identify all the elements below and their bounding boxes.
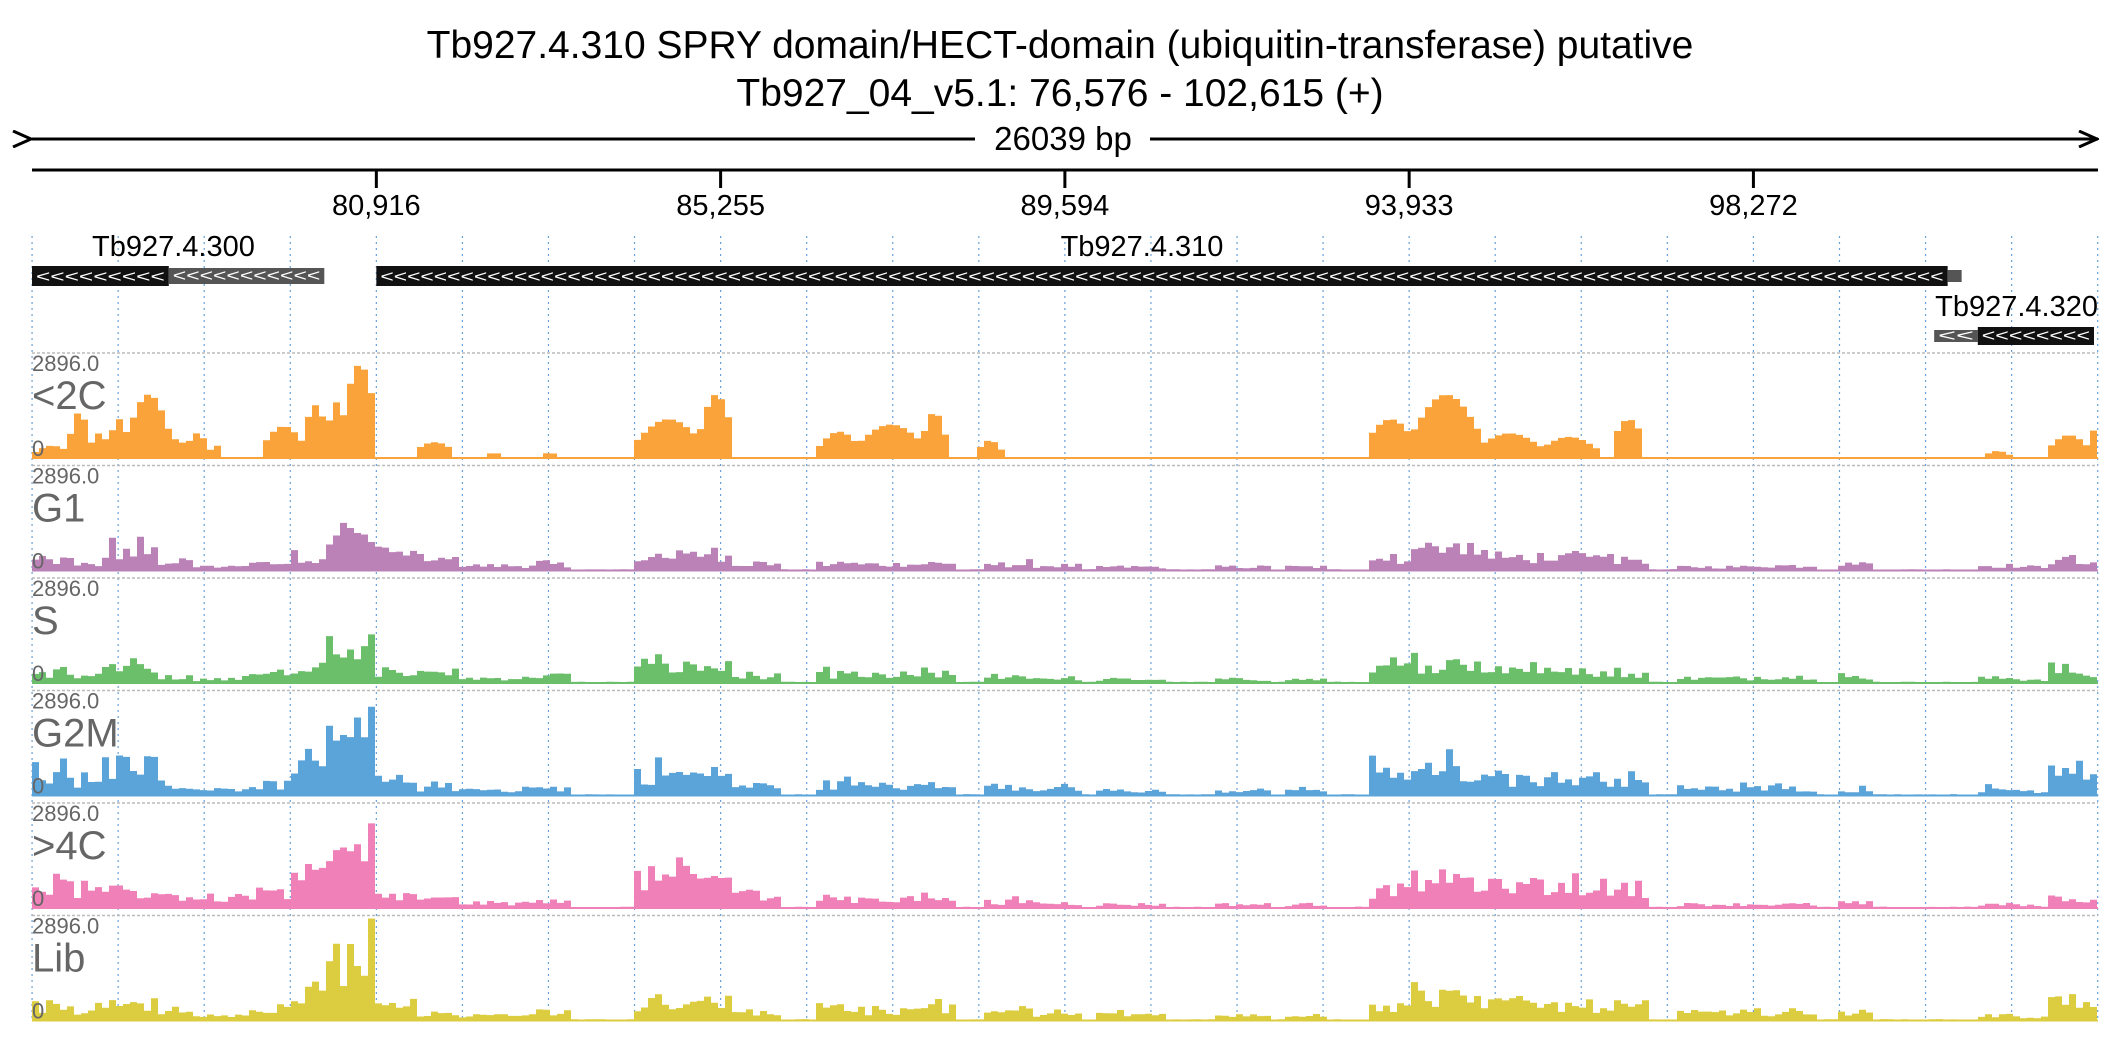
- track-ymax-label: 2896.0: [32, 576, 99, 601]
- gene-utr: [1947, 270, 1962, 282]
- coverage-area: [32, 823, 2097, 908]
- strand-arrows: <<<<<<<<<<<<<<<<<<<<<<<<<<<<<<<<<<<<<<<<…: [380, 267, 1943, 286]
- gene-label: Tb927.4.320: [1935, 291, 2098, 323]
- gene-Tb927.4.320[interactable]: << <<<<<<<<Tb927.4.320: [1934, 291, 2098, 345]
- gene-cds: [1977, 327, 2094, 345]
- track-ymin-label: 0: [32, 549, 44, 574]
- gene-cds: [32, 266, 169, 286]
- gene-utr: [168, 268, 325, 284]
- strand-arrows: <<<<<<<<: [1982, 326, 2090, 345]
- coverage-track-G1: 2896.0G1 0: [32, 464, 2098, 574]
- track-name: <2C: [32, 374, 107, 418]
- track-name: Lib: [32, 937, 85, 981]
- coverage-tracks: 2896.0<2C02896.0G102896.0S02896.0G2M0289…: [32, 351, 2098, 1024]
- axis-tick-label: 89,594: [1021, 190, 1110, 222]
- axis-tick-label: 80,916: [332, 190, 421, 222]
- axis-tick-label: 85,255: [676, 190, 765, 222]
- coverage-area: [32, 522, 2097, 571]
- gene-Tb927.4.310[interactable]: <<<<<<<<<<<<<<<<<<<<<<<<<<<<<<<<<<<<<<<<…: [376, 231, 1962, 286]
- span-length-label: 26039 bp: [994, 120, 1132, 157]
- gene-label: Tb927.4.300: [92, 231, 255, 263]
- coverage-track-S: 2896.0S 0: [32, 576, 2098, 686]
- track-ymax-label: 2896.0: [32, 801, 99, 826]
- track-name: S: [32, 599, 59, 643]
- chart-subtitle: Tb927_04_v5.1: 76,576 - 102,615 (+): [736, 72, 1383, 115]
- track-ymin-label: 0: [32, 436, 44, 461]
- track-ymin-label: 0: [32, 774, 44, 799]
- strand-arrows: <<<<<<<<<: [36, 267, 165, 286]
- track-ymin-label: 0: [32, 999, 44, 1024]
- track-ymax-label: 2896.0: [32, 351, 99, 376]
- track-ymax-label: 2896.0: [32, 914, 99, 939]
- coverage-area: [32, 634, 2097, 683]
- track-ymin-label: 0: [32, 886, 44, 911]
- gene-utr: [1934, 330, 1978, 342]
- axis-ticks: 80,916 85,255 89,594 93,933 98,272: [332, 170, 1798, 222]
- track-ymax-label: 2896.0: [32, 689, 99, 714]
- gene-track: <<<<<<<<< <<<<<<<<<<<Tb927.4.300<<<<<<<<<…: [32, 231, 2098, 345]
- track-name: G1: [32, 487, 85, 531]
- track-ymax-label: 2896.0: [32, 464, 99, 489]
- axis-tick-label: 93,933: [1365, 190, 1454, 222]
- gene-label: Tb927.4.310: [1061, 231, 1224, 263]
- gene-Tb927.4.300[interactable]: <<<<<<<<< <<<<<<<<<<<Tb927.4.300: [32, 231, 325, 286]
- coverage-track-<2C: 2896.0<2C 0: [32, 351, 2098, 461]
- strand-arrows: <<: [1938, 326, 1974, 345]
- track-name: G2M: [32, 712, 119, 756]
- gene-cds: [376, 266, 1948, 286]
- track-ymin-label: 0: [32, 661, 44, 686]
- coverage-track->4C: 2896.0>4C 0: [32, 801, 2098, 911]
- axis-tick-label: 98,272: [1709, 190, 1798, 222]
- track-name: >4C: [32, 824, 107, 868]
- chart-title: Tb927.4.310 SPRY domain/HECT-domain (ubi…: [427, 24, 1694, 67]
- strand-arrows: <<<<<<<<<<<: [173, 266, 321, 285]
